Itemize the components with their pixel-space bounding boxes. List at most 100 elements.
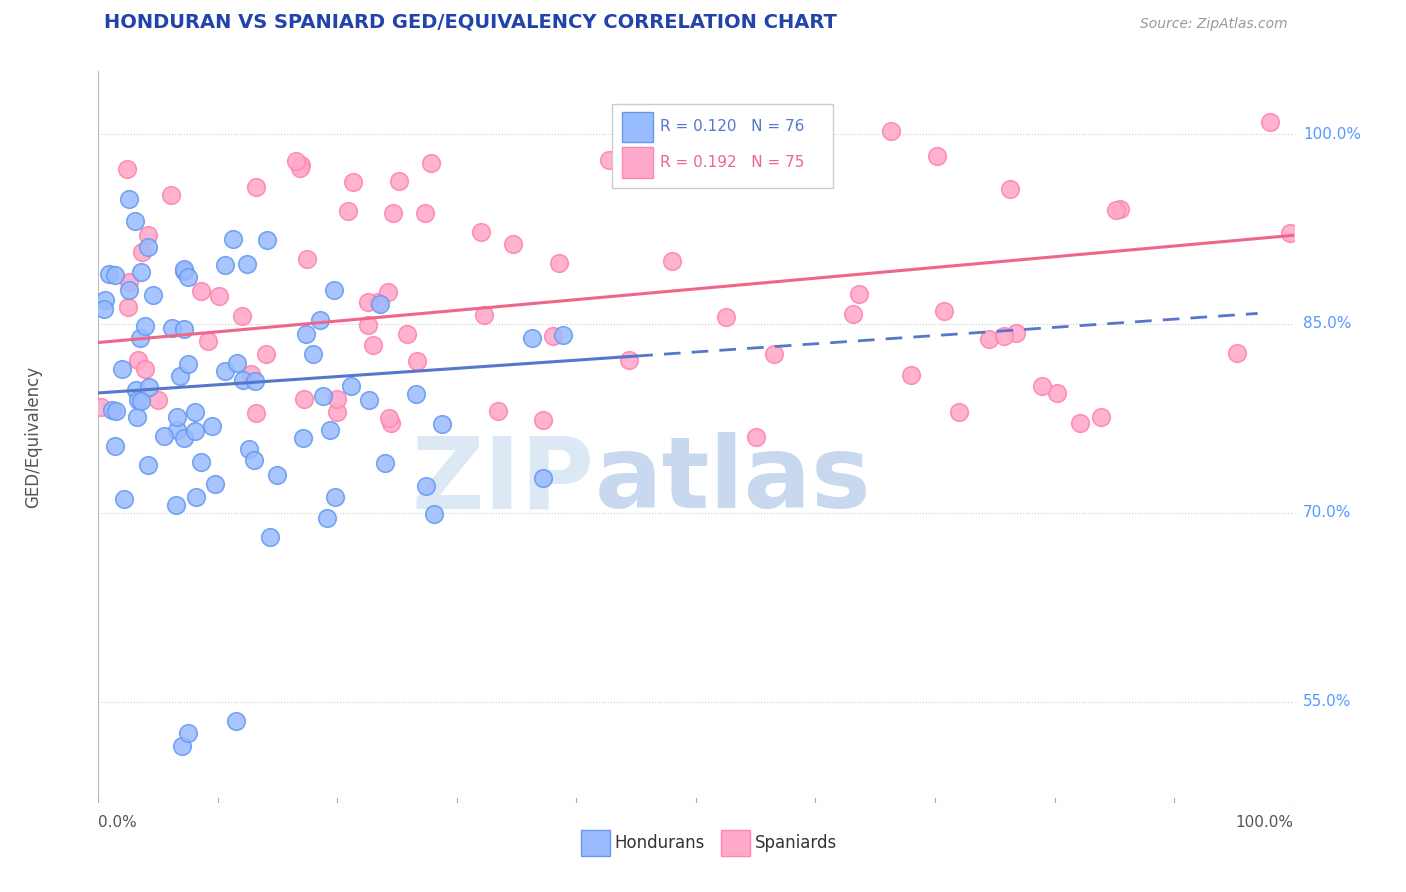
Point xyxy=(381,206,404,220)
Point xyxy=(932,304,955,318)
Text: ZIP: ZIP xyxy=(412,433,595,530)
Point xyxy=(1258,115,1281,129)
Point xyxy=(337,203,360,218)
Point xyxy=(848,287,870,301)
Point xyxy=(117,300,139,314)
Point xyxy=(292,392,315,406)
Point xyxy=(342,175,364,189)
Point xyxy=(138,380,160,394)
Point xyxy=(131,265,153,279)
Point xyxy=(214,364,236,378)
Point xyxy=(292,432,315,446)
Point xyxy=(134,362,156,376)
Point xyxy=(326,392,349,406)
Point xyxy=(361,337,384,351)
Point xyxy=(94,293,117,307)
Point xyxy=(138,240,160,254)
Point xyxy=(104,439,127,453)
Point xyxy=(745,430,768,444)
Point xyxy=(197,334,219,349)
Point xyxy=(1279,226,1302,240)
Point xyxy=(104,268,127,282)
Point xyxy=(118,284,141,298)
Point xyxy=(405,387,427,401)
Point xyxy=(190,455,212,469)
Point xyxy=(405,354,427,368)
Point xyxy=(184,490,207,504)
Point xyxy=(977,332,1000,346)
Point xyxy=(547,256,569,270)
Point xyxy=(245,180,267,194)
Point xyxy=(236,257,259,271)
Point xyxy=(714,310,737,324)
Point xyxy=(1069,416,1091,430)
Point xyxy=(326,405,349,419)
Point xyxy=(486,403,509,417)
Point xyxy=(598,153,620,168)
Point xyxy=(541,329,564,343)
Point xyxy=(93,302,115,317)
Point xyxy=(423,508,446,522)
Point xyxy=(420,155,443,169)
Point xyxy=(200,419,222,434)
Point xyxy=(124,214,146,228)
Point xyxy=(377,285,399,299)
Point xyxy=(204,477,226,491)
Point xyxy=(395,326,418,341)
Point xyxy=(125,409,148,424)
Point xyxy=(1225,346,1247,360)
Point xyxy=(136,227,159,242)
Point xyxy=(259,530,281,544)
Point xyxy=(152,429,174,443)
Point xyxy=(661,253,683,268)
Point xyxy=(172,739,194,753)
Point xyxy=(208,289,231,303)
Text: Hondurans: Hondurans xyxy=(614,834,704,852)
Point xyxy=(142,287,165,301)
Text: 0.0%: 0.0% xyxy=(98,815,138,830)
Point xyxy=(322,283,344,297)
Point xyxy=(90,400,112,414)
Text: 55.0%: 55.0% xyxy=(1303,694,1351,709)
Point xyxy=(357,295,380,310)
Point xyxy=(190,285,212,299)
Point xyxy=(993,328,1015,343)
FancyBboxPatch shape xyxy=(621,147,652,178)
Point xyxy=(295,327,318,342)
Point xyxy=(173,264,195,278)
Point xyxy=(374,456,396,470)
Point xyxy=(285,154,308,169)
Point xyxy=(948,405,970,419)
Point xyxy=(531,471,554,485)
Point xyxy=(340,379,363,393)
Point xyxy=(231,309,253,323)
Point xyxy=(356,318,378,332)
Text: 100.0%: 100.0% xyxy=(1303,127,1361,142)
Point xyxy=(472,308,495,322)
FancyBboxPatch shape xyxy=(721,830,749,856)
Point xyxy=(309,312,332,326)
Point xyxy=(173,431,195,445)
Point xyxy=(125,383,148,397)
Point xyxy=(531,412,554,426)
Point xyxy=(413,206,436,220)
Point xyxy=(1090,409,1112,424)
Text: R = 0.192   N = 75: R = 0.192 N = 75 xyxy=(661,155,804,170)
Text: 100.0%: 100.0% xyxy=(1236,815,1294,830)
Point xyxy=(100,402,122,417)
Point xyxy=(225,356,247,370)
Point xyxy=(368,297,391,311)
Point xyxy=(301,346,323,360)
Point xyxy=(245,406,267,420)
Point xyxy=(166,423,188,437)
FancyBboxPatch shape xyxy=(621,112,652,143)
Point xyxy=(841,307,863,321)
Point xyxy=(177,726,200,740)
Point xyxy=(159,188,181,202)
Text: Spaniards: Spaniards xyxy=(755,834,837,852)
Point xyxy=(551,328,574,343)
Point xyxy=(1046,385,1069,400)
Point xyxy=(184,424,207,438)
Point xyxy=(1031,379,1053,393)
Point xyxy=(520,331,543,345)
